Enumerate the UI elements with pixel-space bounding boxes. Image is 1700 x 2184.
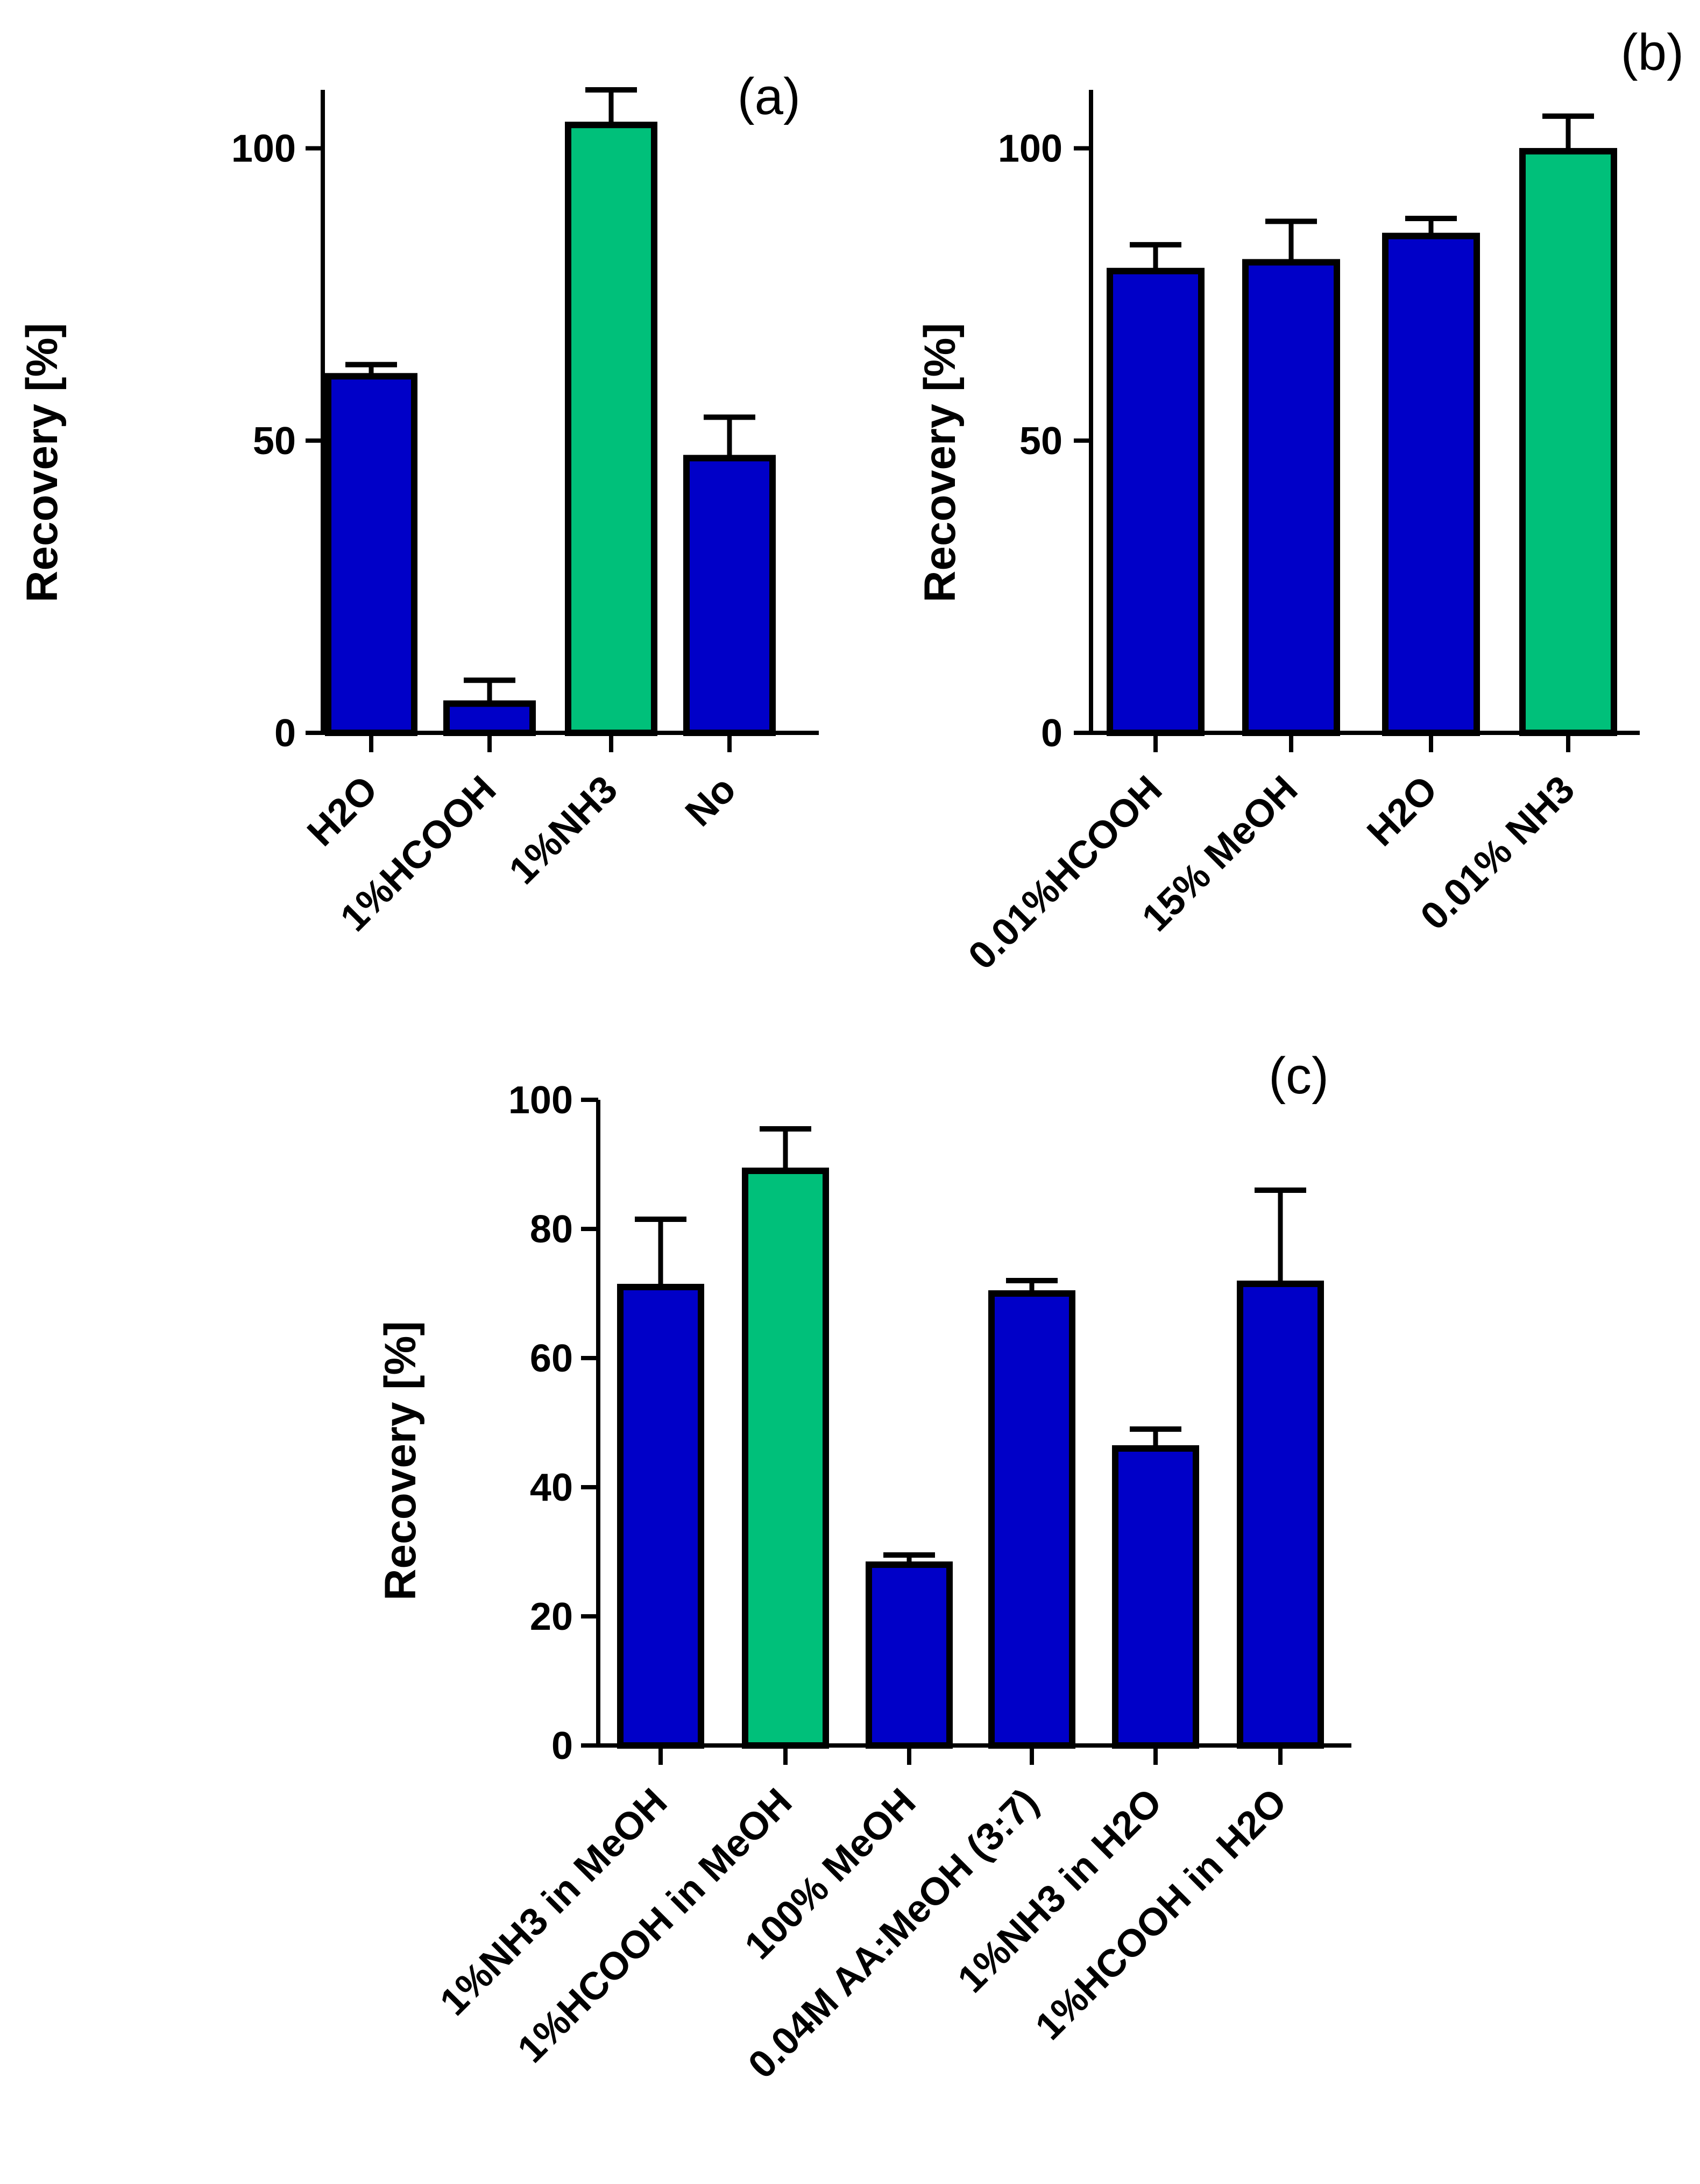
x-tick-label: 1%HCOOH in H2O: [1027, 1780, 1295, 2048]
bar: [1242, 259, 1340, 736]
x-tick-label: H2O: [1359, 768, 1446, 854]
bar: [1107, 267, 1205, 737]
y-tick-label: 20: [530, 1595, 573, 1638]
bar: [683, 455, 776, 737]
bar: [565, 122, 657, 737]
bar: [742, 1168, 829, 1749]
y-tick-label: 50: [253, 420, 296, 463]
y-tick-label: 0: [1041, 712, 1062, 755]
panel-c: 0 20 40 60 80 100 Recovery [%] (c) 1%NH3 in MeOH…: [376, 1047, 1351, 2087]
y-tick-label: 50: [1019, 420, 1062, 463]
bar: [325, 373, 417, 736]
bar: [1112, 1445, 1199, 1749]
bar: [1519, 148, 1617, 736]
bar: [866, 1561, 953, 1749]
bar: [988, 1290, 1075, 1749]
y-tick-label: 60: [530, 1337, 573, 1380]
y-tick-label: 100: [508, 1079, 573, 1122]
y-tick-label: 40: [530, 1466, 573, 1509]
panel-label: (b): [1621, 24, 1684, 81]
x-tick-label: 1%NH3 in MeOH: [432, 1780, 676, 2024]
y-tick-label: 0: [274, 712, 296, 755]
bar: [617, 1284, 704, 1749]
y-tick-label: 100: [231, 128, 296, 171]
bar: [443, 700, 536, 736]
x-tick-label: No: [677, 768, 744, 835]
y-tick-label: 100: [998, 128, 1062, 171]
y-axis-title: Recovery [%]: [916, 323, 965, 603]
x-tick-label: 0.01%HCOOH: [960, 768, 1170, 978]
panel-label: (a): [738, 68, 801, 125]
y-axis-title: Recovery [%]: [18, 323, 67, 603]
panel-label: (c): [1269, 1047, 1329, 1105]
bar: [1237, 1281, 1324, 1749]
y-axis-title: Recovery [%]: [376, 1321, 425, 1601]
y-tick-label: 0: [551, 1724, 573, 1768]
y-tick-label: 80: [530, 1208, 573, 1251]
x-tick-label: 1%NH3: [501, 768, 626, 893]
bar: [1382, 232, 1480, 737]
x-tick-label: H2O: [299, 768, 386, 854]
